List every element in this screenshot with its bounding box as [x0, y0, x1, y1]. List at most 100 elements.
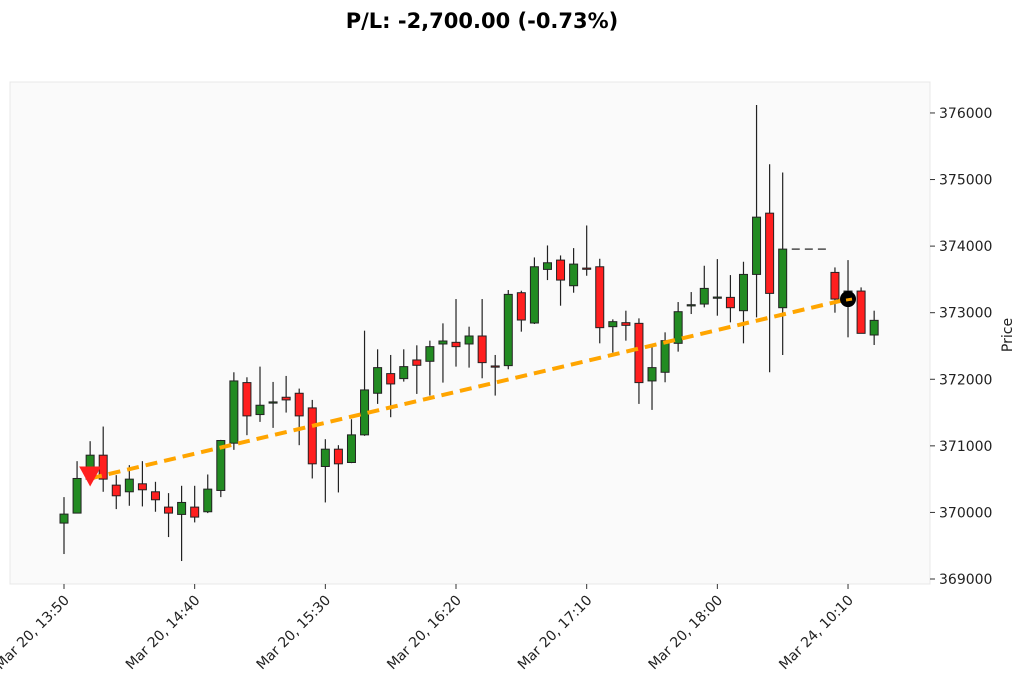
candle: [281, 375, 291, 413]
y-tick-label: 369000: [939, 572, 992, 588]
plot-area: [9, 81, 931, 585]
candle-body-down: [307, 407, 317, 465]
candle-body-up: [203, 488, 213, 513]
candle: [778, 172, 788, 355]
candle: [307, 399, 317, 479]
trade-line-end: [845, 297, 853, 302]
candle-body-down: [111, 484, 121, 497]
candle: [699, 265, 709, 308]
candle-body-down: [281, 396, 291, 401]
candle-body-down: [412, 359, 422, 366]
candle: [320, 439, 330, 503]
candle-body-up: [738, 273, 748, 312]
candle: [451, 299, 461, 367]
candle-body-up: [373, 367, 383, 394]
candle-body-up: [778, 248, 788, 309]
candle: [725, 275, 735, 323]
candle-body-up: [255, 404, 265, 416]
candle: [738, 261, 748, 344]
candle-body-up: [686, 304, 696, 307]
candle: [516, 290, 526, 332]
candle: [412, 345, 422, 394]
candle-body-up: [569, 263, 579, 287]
candle: [255, 366, 265, 422]
candle-body-up: [712, 296, 722, 299]
candle-body-down: [333, 448, 343, 465]
candle: [294, 388, 304, 446]
candle: [124, 465, 134, 506]
candle: [203, 474, 213, 514]
candle: [464, 326, 474, 368]
candle-body-up: [360, 389, 370, 436]
candle-body-up: [72, 477, 82, 514]
y-tick-label: 371000: [939, 439, 992, 455]
candle-body-up: [346, 434, 356, 463]
x-tick-label: Mar 20, 18:00: [646, 593, 727, 674]
candle-body-up: [752, 216, 762, 275]
candle: [830, 267, 840, 313]
candle: [333, 445, 343, 493]
y-tick-label: 374000: [939, 239, 992, 255]
candle-body-down: [621, 322, 631, 326]
candle-body-down: [164, 506, 174, 514]
candle: [595, 258, 605, 344]
candle-body-up: [320, 448, 330, 467]
candle: [621, 310, 631, 341]
candle-body-down: [765, 212, 775, 294]
candle-body-up: [268, 401, 278, 404]
chart-title: P/L: -2,700.00 (-0.73%): [346, 9, 619, 33]
candle-body-down: [451, 341, 461, 348]
trade-layer: [79, 291, 857, 487]
candle: [72, 461, 82, 514]
y-tick-label: 372000: [939, 372, 992, 388]
candle-body-up: [503, 293, 513, 367]
y-axis: 369000 370000 371000 372000 373000 374000 3750…: [930, 106, 992, 588]
candle-body-up: [425, 346, 435, 362]
candle: [529, 257, 539, 325]
candle-body-down: [634, 322, 644, 384]
x-tick-label: Mar 20, 15:30: [254, 593, 335, 674]
candle-body-down: [556, 259, 566, 281]
candle: [399, 349, 409, 382]
candle: [673, 302, 683, 352]
candle-body-down: [294, 392, 304, 417]
candle-body-up: [438, 340, 448, 345]
candle-body-down: [190, 506, 200, 518]
candle-body-down: [242, 382, 252, 417]
y-tick-label: 370000: [939, 505, 992, 521]
candle-body-down: [830, 271, 840, 300]
candle: [503, 290, 513, 370]
candle: [556, 255, 566, 306]
candle-body-down: [516, 292, 526, 321]
candle-body-up: [59, 513, 69, 524]
candle: [542, 245, 552, 281]
candle-body-down: [477, 335, 487, 364]
candle-body-up: [229, 380, 239, 444]
x-tick-label: Mar 20, 17:10: [515, 593, 596, 674]
candle-body-up: [660, 340, 670, 373]
candle: [869, 310, 879, 345]
candle: [608, 319, 618, 353]
candle-body-down: [386, 373, 396, 385]
candle-body-up: [529, 266, 539, 324]
candle: [177, 485, 187, 562]
candle: [647, 346, 657, 410]
candle-body-up: [647, 367, 657, 382]
candle: [477, 299, 487, 379]
candle: [164, 493, 174, 538]
candle-body-up: [673, 311, 683, 344]
trade-line: [89, 297, 849, 481]
candle-body-up: [542, 262, 552, 270]
candle: [190, 485, 200, 523]
x-tick-label: Mar 20, 16:20: [384, 593, 465, 674]
candle-body-up: [216, 440, 226, 491]
candle-body-down: [582, 267, 592, 270]
candle: [686, 292, 696, 315]
candle: [229, 372, 239, 450]
candle: [150, 481, 160, 512]
candle: [346, 419, 356, 464]
x-axis: Mar 20, 13:50 Mar 20, 14:40 Mar 20, 15:30 M…: [0, 584, 857, 673]
candle: [438, 323, 448, 383]
candle-body-down: [137, 483, 147, 491]
